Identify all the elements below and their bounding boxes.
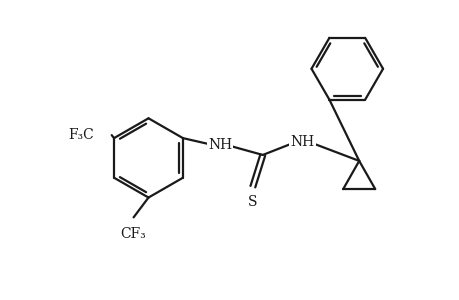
Text: F₃C: F₃C (68, 128, 94, 142)
Text: NH: NH (207, 138, 232, 152)
Text: S: S (247, 195, 257, 208)
Text: CF₃: CF₃ (120, 227, 146, 241)
Text: NH: NH (290, 135, 314, 149)
